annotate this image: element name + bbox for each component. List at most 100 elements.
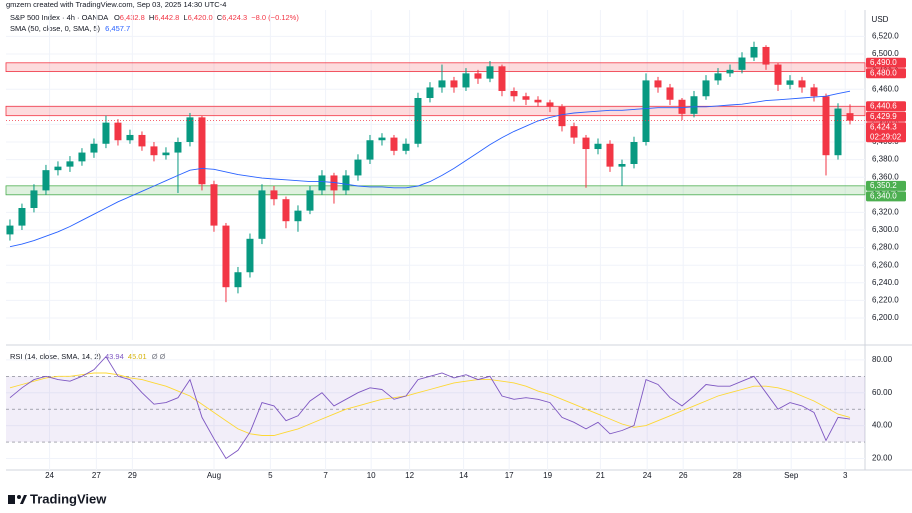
y-tick-label: 6,260.0 <box>872 260 899 269</box>
candle-body <box>198 117 206 185</box>
candle-body <box>6 225 14 235</box>
x-tick-label: 21 <box>596 471 605 480</box>
y-tick-label: 6,240.0 <box>872 278 899 287</box>
y-tick-label: 6,380.0 <box>872 155 899 164</box>
candle-body <box>642 80 650 142</box>
price-tag-label: 6,440.6 <box>870 101 897 110</box>
candle-body <box>402 143 410 151</box>
rsi-tick-label: 80.00 <box>872 355 893 364</box>
rsi-legend: RSI (14, close, SMA, 14, 2) 43.94 45.01 … <box>10 352 166 361</box>
candle-body <box>282 199 290 222</box>
x-tick-label: 14 <box>459 471 468 480</box>
rsi-ma-value: 45.01 <box>128 352 147 361</box>
candle-body <box>342 175 350 191</box>
candle-body <box>606 143 614 167</box>
candle-body <box>438 80 446 88</box>
candle-body <box>738 57 746 70</box>
candle-body <box>582 137 590 150</box>
candle-body <box>714 73 722 81</box>
candle-body <box>774 64 782 85</box>
currency: USD <box>872 15 889 24</box>
sma-label: SMA (50, close, 0, SMA, 5) <box>10 24 101 33</box>
legend-line: S&P 500 Index · 4h · OANDA O6,432.8 H6,4… <box>10 13 299 22</box>
candle-body <box>306 190 314 211</box>
x-tick-label: 17 <box>505 471 514 480</box>
y-tick-label: 6,360.0 <box>872 172 899 181</box>
candle-body <box>162 152 170 156</box>
candle-body <box>846 113 854 121</box>
candle-body <box>678 99 686 114</box>
rsi-ma-line <box>9 372 851 436</box>
zone <box>5 185 866 196</box>
countdown: 02:29:02 <box>870 132 902 141</box>
price-tag-label: 6,490.0 <box>870 58 897 67</box>
price-tag <box>866 111 906 122</box>
price-tag-label: 6,480.0 <box>870 68 897 77</box>
x-tick-label: 3 <box>843 471 848 480</box>
candle-body <box>258 190 266 239</box>
candle-body <box>426 87 434 98</box>
change: −8.0 (−0.12%) <box>251 13 299 22</box>
candle-body <box>210 184 218 226</box>
candle-body <box>594 143 602 150</box>
price-tag <box>866 57 906 68</box>
candle-body <box>534 99 542 103</box>
candle-body <box>630 142 638 164</box>
x-tick-label: 26 <box>679 471 688 480</box>
candle-body <box>126 134 134 141</box>
candle-body <box>510 90 518 97</box>
candle-body <box>150 146 158 156</box>
candle-body <box>102 122 110 144</box>
candle-body <box>138 134 146 147</box>
ohlc-value: 6,442.8 <box>154 13 179 22</box>
candle-body <box>798 80 806 88</box>
y-tick-label: 6,220.0 <box>872 296 899 305</box>
candle-body <box>246 238 254 273</box>
candle-body <box>378 137 386 141</box>
price-tag <box>866 180 906 191</box>
zone <box>5 105 866 117</box>
price-tag <box>866 101 906 112</box>
x-tick-label: Aug <box>207 471 221 480</box>
credit: gmzern created with TradingView.com, Sep… <box>6 0 226 9</box>
candle-body <box>786 80 794 85</box>
x-tick-label: 10 <box>367 471 376 480</box>
ohlc-key: O <box>114 13 120 22</box>
zone <box>5 62 866 72</box>
candle-body <box>30 190 38 208</box>
rsi-tick-label: 60.00 <box>872 388 893 397</box>
candle-body <box>822 96 830 156</box>
candle-body <box>42 170 50 191</box>
price-tag-label: 6,350.2 <box>870 181 897 190</box>
candle-body <box>558 106 566 127</box>
candle-body <box>354 159 362 176</box>
x-tick-label: 29 <box>128 471 137 480</box>
rsi-extra: Ø Ø <box>152 352 166 361</box>
y-tick-label: 6,200.0 <box>872 313 899 322</box>
candle-body <box>834 108 842 156</box>
rsi-value: 43.94 <box>105 352 124 361</box>
price-tag <box>866 122 906 143</box>
candle-body <box>474 73 482 79</box>
ohlc-value: 6,424.3 <box>222 13 247 22</box>
x-tick-label: 24 <box>45 471 54 480</box>
candle-body <box>726 69 734 74</box>
y-tick-label: 6,520.0 <box>872 32 899 41</box>
candle-body <box>66 161 74 167</box>
candle-body <box>486 66 494 79</box>
candle-body <box>570 126 578 138</box>
x-tick-label: 5 <box>268 471 273 480</box>
candle-body <box>318 175 326 191</box>
rsi-line <box>9 355 851 460</box>
candle-body <box>750 46 758 58</box>
y-tick-label: 6,320.0 <box>872 208 899 217</box>
candle-body <box>366 140 374 160</box>
candle-body <box>522 96 530 100</box>
logo-icon <box>20 495 27 504</box>
rsi-tick-label: 20.00 <box>872 454 893 463</box>
logo-text: TradingView <box>30 491 107 506</box>
candle-body <box>546 102 554 107</box>
symbol: S&P 500 Index · 4h · OANDA <box>10 13 108 22</box>
sma-line <box>9 90 851 248</box>
